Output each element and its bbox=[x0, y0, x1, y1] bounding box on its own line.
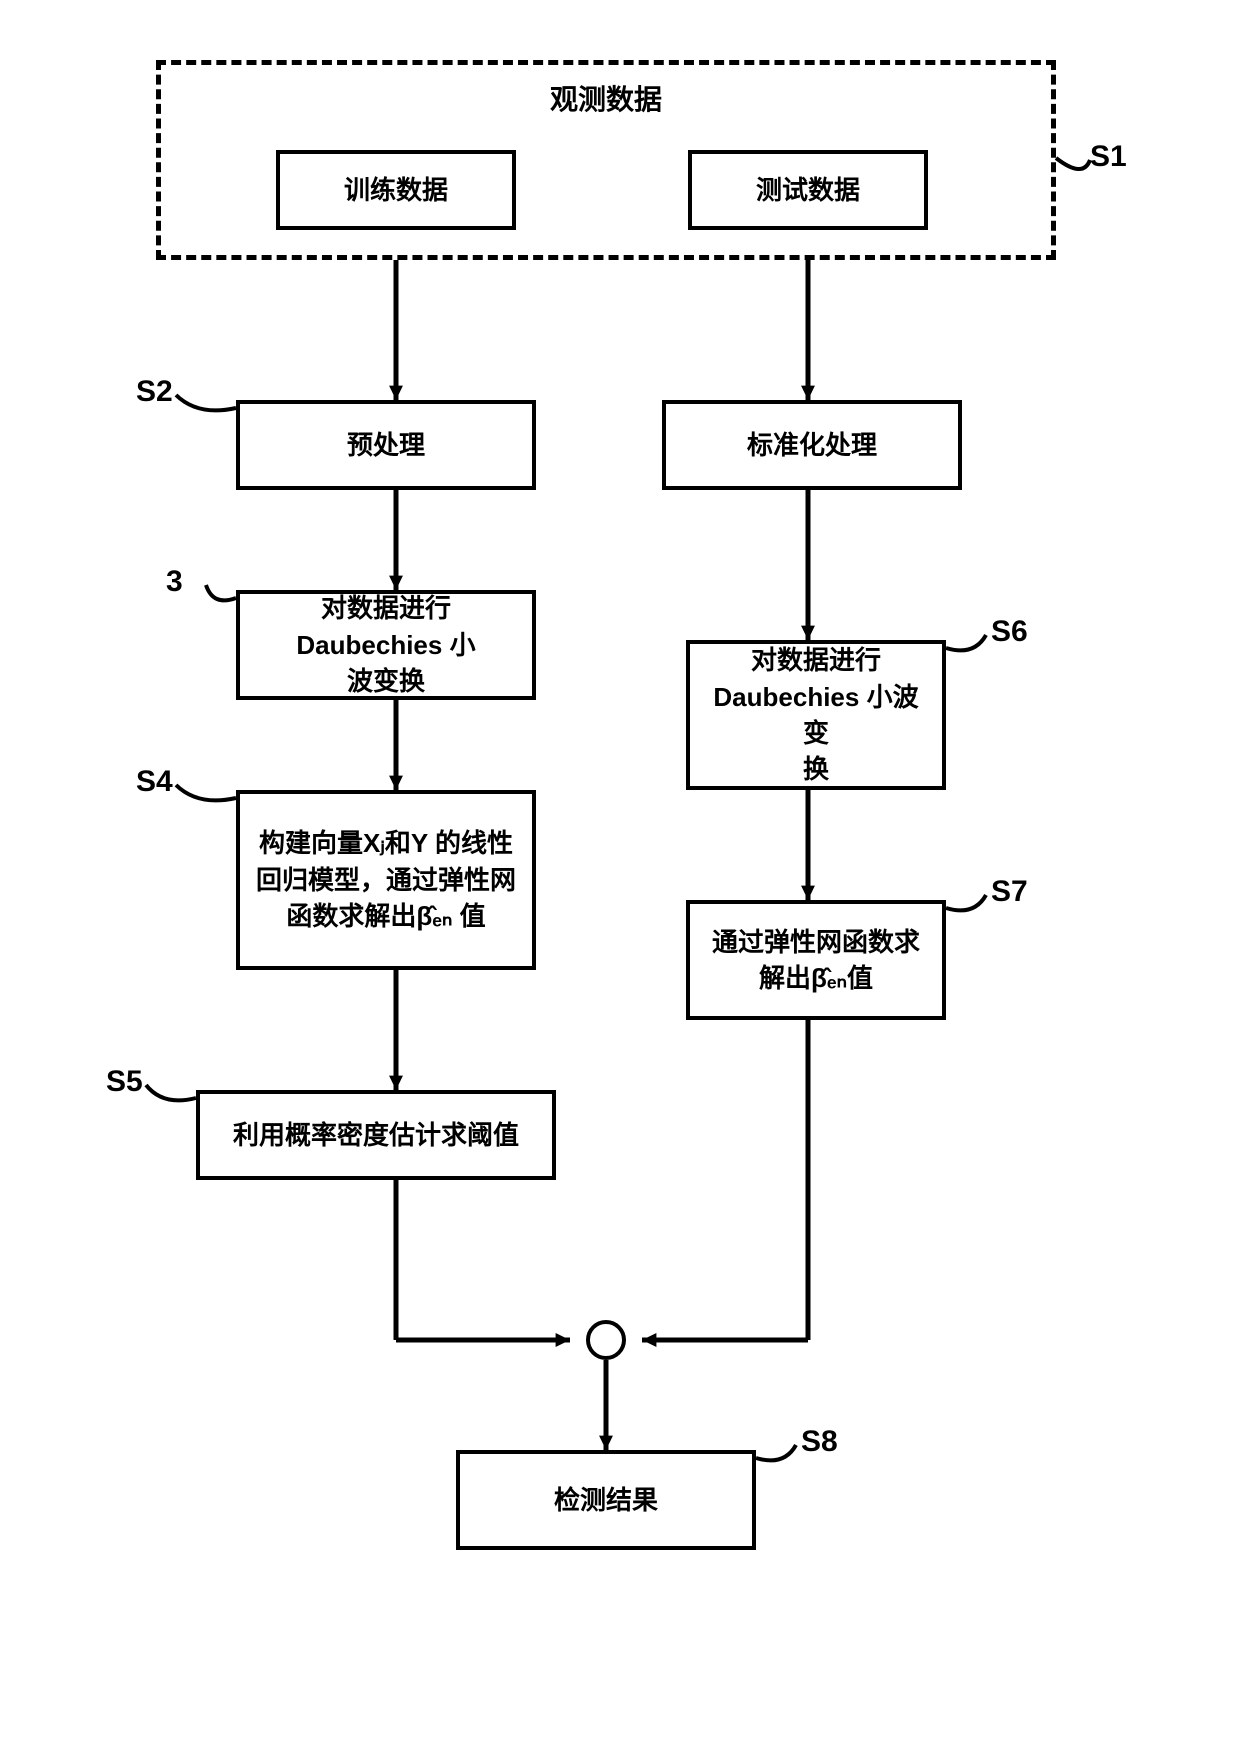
step-connector-S8 bbox=[0, 0, 1240, 1762]
merge-circle bbox=[586, 1320, 626, 1360]
